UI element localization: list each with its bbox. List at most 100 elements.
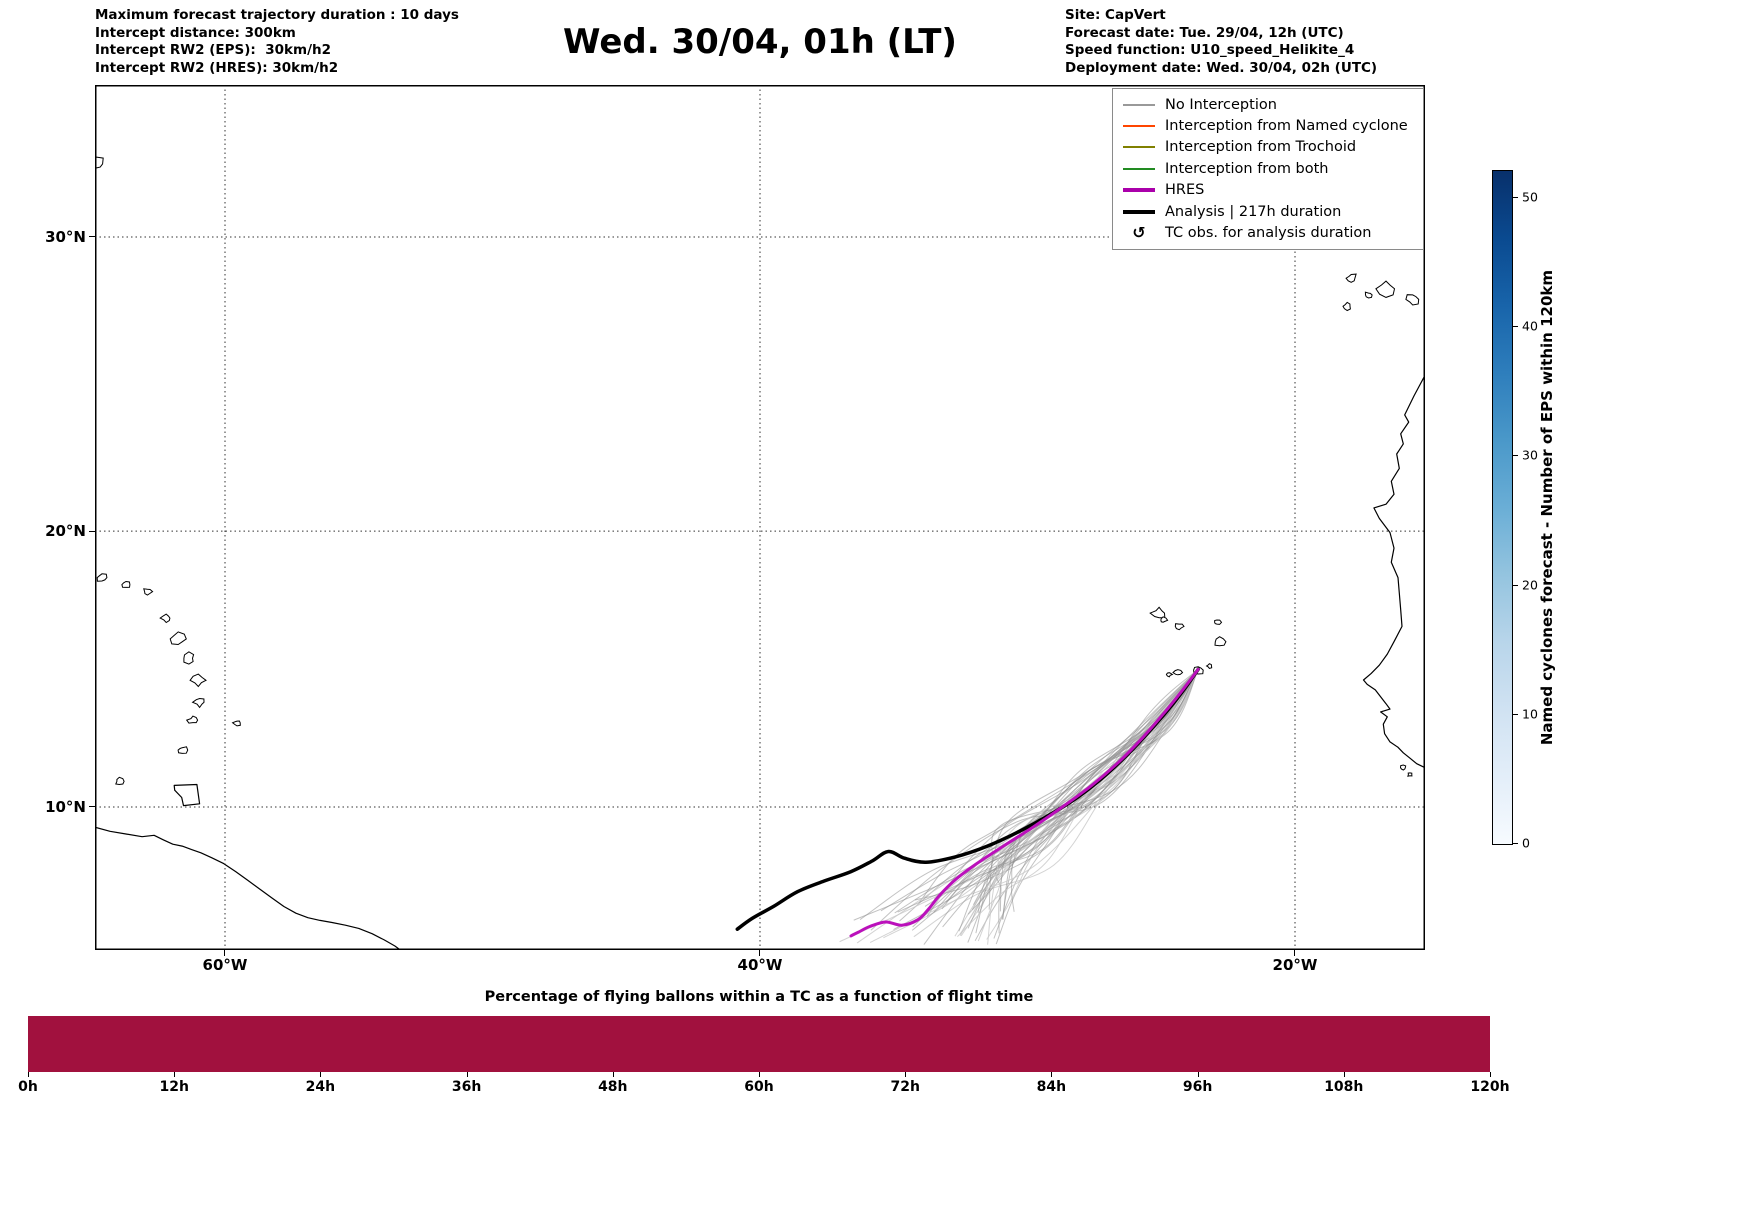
both-line-icon	[1123, 167, 1155, 170]
island	[95, 156, 104, 169]
bar-axis-tick-mark	[28, 1072, 29, 1077]
bar-axis-tick-label: 24h	[305, 1079, 336, 1095]
island	[159, 613, 171, 624]
header-left-line: Maximum forecast trajectory duration : 1…	[95, 7, 459, 23]
island	[1165, 672, 1174, 678]
colorbar-tick-mark	[1513, 326, 1518, 328]
bar-chart-title: Percentage of flying ballons within a TC…	[484, 989, 1034, 1005]
colorbar	[1492, 170, 1513, 845]
bar-axis-tick-mark	[174, 1072, 176, 1077]
colorbar-tick-label: 20	[1522, 577, 1538, 593]
colorbar-title-wrap: Named cyclones forecast - Number of EPS …	[1534, 170, 1560, 845]
lat-tick-mark	[89, 236, 95, 237]
header-left-line: Intercept RW2 (EPS): 30km/h2	[95, 42, 331, 58]
map-canvas	[95, 85, 1425, 950]
ensemble-track	[897, 668, 1199, 913]
trochoid-line-icon	[1123, 146, 1155, 149]
legend-label: Interception from Trochoid	[1165, 139, 1357, 156]
island	[115, 776, 125, 786]
lat-tick-label: 10°N	[45, 798, 86, 816]
island	[121, 580, 131, 588]
lat-tick-mark	[89, 531, 95, 532]
analysis-track	[735, 667, 1200, 931]
ensemble-track	[859, 669, 1199, 921]
hres-line-icon	[1123, 188, 1155, 193]
legend-swatch	[1123, 209, 1155, 214]
ensemble-track	[987, 669, 1199, 945]
island	[185, 715, 199, 724]
ensemble-track	[894, 669, 1199, 914]
bar-axis-tick-mark	[612, 1072, 614, 1077]
colorbar-tick-mark	[1513, 455, 1518, 457]
island	[189, 673, 207, 688]
bar-axis-tick-label: 0h	[18, 1079, 38, 1095]
legend-swatch	[1123, 188, 1155, 193]
legend-row: Interception from both	[1123, 158, 1413, 179]
ensemble-track	[893, 668, 1199, 931]
colorbar-tick-mark	[1513, 713, 1518, 715]
legend-label: TC obs. for analysis duration	[1165, 225, 1372, 242]
header-left-line: Intercept RW2 (HRES): 30km/h2	[95, 59, 339, 76]
hres-track	[849, 667, 1200, 938]
page-title: Wed. 30/04, 01h (LT)	[563, 22, 957, 62]
colorbar-tick-label: 50	[1522, 189, 1538, 205]
map-frame	[95, 85, 1425, 950]
bar-axis-tick-mark	[1197, 1072, 1199, 1077]
bar-axis-tick-label: 12h	[159, 1079, 189, 1095]
island	[1405, 294, 1420, 306]
island	[96, 573, 108, 582]
island	[143, 588, 154, 596]
island	[1160, 616, 1169, 623]
header-right-line: Site: CapVert	[1065, 7, 1166, 23]
colorbar-tick-mark	[1513, 843, 1518, 844]
legend-row: HRES	[1123, 180, 1413, 201]
bar-axis-tick-mark	[1343, 1072, 1345, 1077]
header-right-line: Speed function: U10_speed_Helikite_4	[1065, 42, 1355, 58]
legend-row: ↺ TC obs. for analysis duration	[1123, 222, 1413, 243]
map-area	[95, 85, 1425, 950]
island	[1174, 623, 1185, 631]
island	[1345, 273, 1357, 283]
legend-label: Analysis | 217h duration	[1165, 203, 1342, 220]
legend-swatch	[1123, 167, 1155, 170]
island	[1364, 291, 1373, 299]
island	[1342, 301, 1351, 312]
island	[1149, 606, 1166, 619]
cyclone-icon: ↺	[1132, 223, 1146, 243]
ensemble-track	[853, 668, 1199, 921]
header-left-line: Intercept distance: 300km	[95, 24, 296, 41]
bar-axis-tick-mark	[1490, 1072, 1491, 1077]
ensemble-track	[977, 668, 1199, 942]
lat-tick-label: 20°N	[45, 522, 86, 540]
bar-axis-tick-label: 120h	[1470, 1079, 1510, 1095]
bar-axis-tick-label: 60h	[744, 1079, 774, 1095]
ensemble-track	[839, 668, 1199, 943]
legend-label: No Interception	[1165, 96, 1277, 113]
colorbar-tick-label: 10	[1522, 706, 1538, 722]
no-interception-line-icon	[1123, 103, 1155, 106]
legend-swatch: ↺	[1123, 225, 1155, 241]
island	[1407, 772, 1413, 777]
analysis-line-icon	[1123, 209, 1155, 214]
legend-swatch	[1123, 146, 1155, 149]
legend-row: No Interception	[1123, 94, 1413, 115]
bar-axis-tick-label: 72h	[890, 1079, 920, 1095]
lon-tick-label: 20°W	[1272, 956, 1318, 974]
colorbar-tick-label: 40	[1522, 318, 1538, 334]
header-right-params: Site: CapVert Forecast date: Tue. 29/04,…	[1065, 7, 1377, 77]
island	[1205, 663, 1213, 669]
ensemble-track	[914, 668, 1199, 901]
colorbar-tick-label: 30	[1522, 447, 1538, 463]
bar-axis-tick-label: 84h	[1036, 1079, 1067, 1095]
island	[1214, 636, 1227, 647]
legend-row: Interception from Trochoid	[1123, 137, 1413, 158]
colorbar-tick-mark	[1513, 584, 1518, 586]
bar-chart-bar	[28, 1016, 1490, 1072]
legend-label: Interception from Named cyclone	[1165, 118, 1408, 135]
legend-row: Analysis | 217h duration	[1123, 201, 1413, 222]
island	[1399, 764, 1407, 771]
coastline-south-america-coast	[95, 826, 402, 950]
ensemble-track	[869, 669, 1199, 943]
bar-axis-tick-label: 36h	[451, 1079, 482, 1095]
